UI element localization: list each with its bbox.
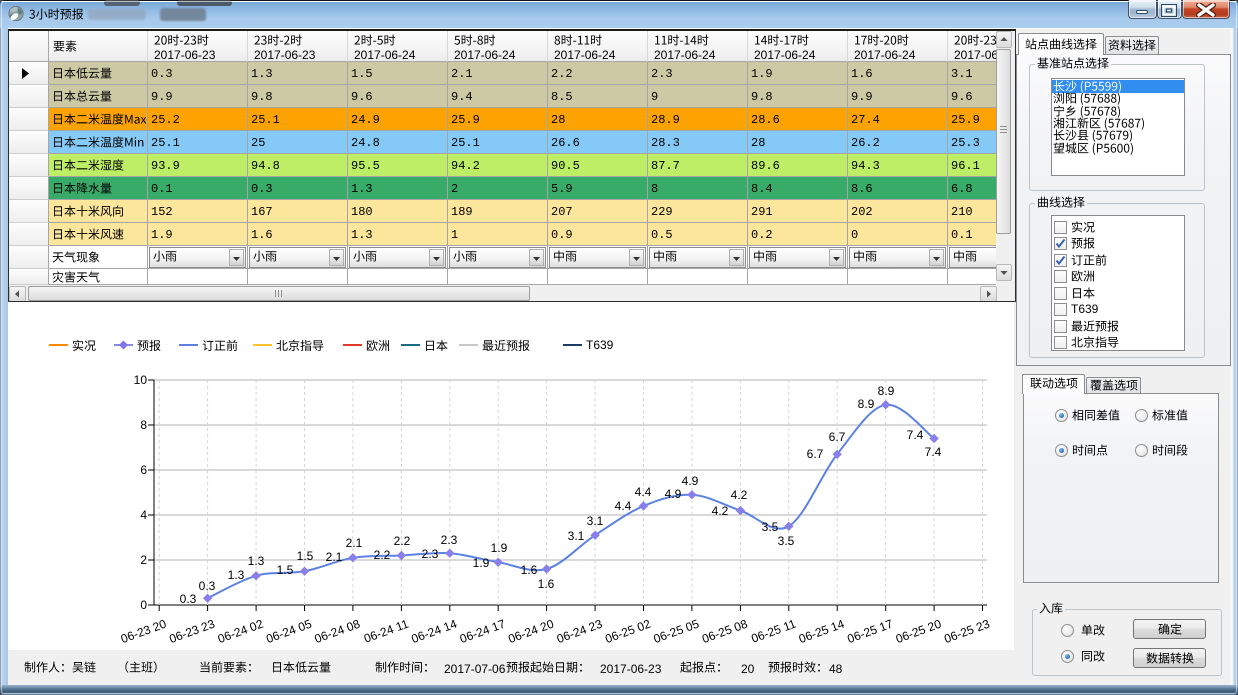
svg-text:06-24 11: 06-24 11 [362,617,411,646]
svg-text:4.4: 4.4 [615,499,632,513]
svg-text:2: 2 [140,553,147,567]
svg-text:7.4: 7.4 [925,445,942,459]
svg-text:4: 4 [140,508,147,522]
svg-text:10: 10 [134,373,148,387]
svg-text:06-25 14: 06-25 14 [797,617,847,646]
svg-text:2.3: 2.3 [422,547,439,561]
svg-text:3.1: 3.1 [568,529,585,543]
svg-text:1.6: 1.6 [521,563,538,577]
svg-text:8: 8 [140,418,147,432]
svg-text:06-24 17: 06-24 17 [458,617,508,646]
svg-text:2.1: 2.1 [346,536,363,550]
svg-text:06-25 17: 06-25 17 [845,617,895,646]
svg-text:4.2: 4.2 [731,488,748,502]
svg-text:8.9: 8.9 [878,384,895,398]
svg-text:1.6: 1.6 [538,577,555,591]
svg-text:06-24 20: 06-24 20 [506,617,556,646]
svg-text:2.3: 2.3 [441,533,458,547]
svg-text:4.2: 4.2 [712,504,729,518]
svg-text:1.5: 1.5 [277,563,294,577]
svg-text:06-25 11: 06-25 11 [749,617,798,646]
svg-text:06-25 08: 06-25 08 [700,617,750,646]
svg-text:7.4: 7.4 [907,428,924,442]
svg-text:0: 0 [140,598,147,612]
svg-text:6.7: 6.7 [829,430,846,444]
svg-text:3.5: 3.5 [762,520,779,534]
svg-text:2.2: 2.2 [394,534,411,548]
svg-text:1.3: 1.3 [228,568,245,582]
svg-text:06-24 23: 06-24 23 [555,617,605,646]
svg-text:1.9: 1.9 [473,556,490,570]
svg-text:06-24 05: 06-24 05 [264,617,314,646]
svg-text:06-23 23: 06-23 23 [167,617,217,646]
svg-text:0.3: 0.3 [199,579,216,593]
svg-text:06-24 14: 06-24 14 [410,617,460,646]
svg-text:6.7: 6.7 [807,447,824,461]
svg-text:2.1: 2.1 [326,550,343,564]
svg-text:3.1: 3.1 [587,514,604,528]
svg-text:6: 6 [140,463,147,477]
svg-text:1.3: 1.3 [248,554,265,568]
svg-text:1.5: 1.5 [297,549,314,563]
svg-text:06-25 02: 06-25 02 [603,617,653,646]
svg-text:0.3: 0.3 [180,592,197,606]
svg-text:06-25 20: 06-25 20 [894,617,944,646]
svg-text:06-25 05: 06-25 05 [652,617,702,646]
svg-text:06-23 20: 06-23 20 [119,617,169,646]
svg-text:2.2: 2.2 [374,548,391,562]
svg-text:T639: T639 [586,338,614,352]
svg-text:4.4: 4.4 [635,485,652,499]
svg-text:8.9: 8.9 [858,397,875,411]
svg-text:3.5: 3.5 [778,534,795,548]
svg-text:4.9: 4.9 [682,474,699,488]
svg-text:1.9: 1.9 [491,541,508,555]
svg-text:06-24 02: 06-24 02 [216,617,266,646]
svg-text:06-24 08: 06-24 08 [313,617,363,646]
svg-text:06-25 23: 06-25 23 [942,617,992,646]
svg-text:4.9: 4.9 [665,487,682,501]
